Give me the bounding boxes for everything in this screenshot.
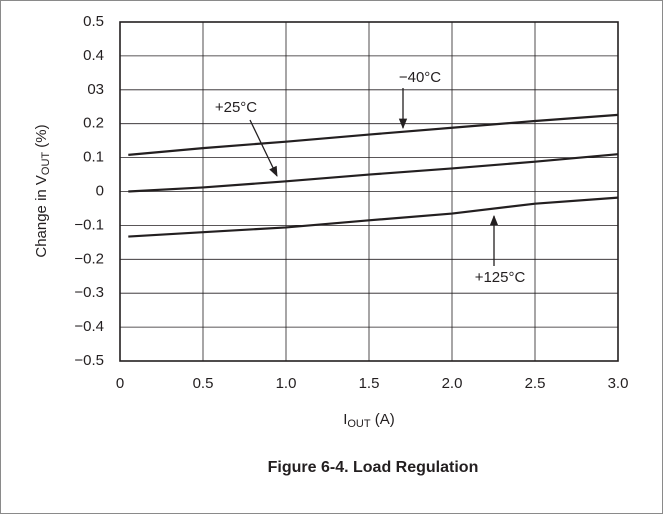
chart-title: Figure 6-4. Load Regulation xyxy=(268,459,479,476)
y-tick-label: 0.1 xyxy=(83,149,104,166)
x-tick-label: 1.5 xyxy=(359,375,380,392)
y-tick-label: 0.2 xyxy=(83,115,104,132)
y-tick-label: −0.1 xyxy=(74,216,104,233)
y-tick-label: 0.5 xyxy=(83,13,104,30)
y-label-sub: OUT xyxy=(40,152,52,176)
x-tick-label: 3.0 xyxy=(608,375,629,392)
x-tick-label: 0 xyxy=(116,375,124,392)
x-label-sub: OUT xyxy=(347,418,371,430)
y-label-main: Change in V xyxy=(33,175,50,258)
x-axis-label: IOUT (A) xyxy=(343,411,395,430)
series-label: +25°C xyxy=(215,99,257,116)
y-tick-label: −0.4 xyxy=(74,318,104,335)
y-label-unit: (%) xyxy=(33,124,50,152)
y-tick-label: −0.2 xyxy=(74,250,104,267)
y-axis-label: Change in VOUT (%) xyxy=(33,124,52,257)
x-label-main: I xyxy=(343,411,347,428)
series-label: −40°C xyxy=(399,69,441,86)
x-tick-label: 0.5 xyxy=(193,375,214,392)
y-tick-label: 0.4 xyxy=(83,47,104,64)
y-tick-label: 0 xyxy=(96,182,104,199)
x-tick-label: 1.0 xyxy=(276,375,297,392)
x-tick-label: 2.5 xyxy=(525,375,546,392)
annotation-arrow xyxy=(249,119,278,177)
series-label: +125°C xyxy=(475,269,526,286)
x-label-unit: (A) xyxy=(371,411,395,428)
y-tick-label: 03 xyxy=(87,81,104,98)
y-tick-label: −0.3 xyxy=(74,284,104,301)
series-line xyxy=(128,153,619,193)
x-tick-label: 2.0 xyxy=(442,375,463,392)
y-tick-label: −0.5 xyxy=(74,352,104,369)
series-line xyxy=(128,196,619,238)
series-line xyxy=(128,113,619,156)
plot-frame xyxy=(119,21,619,362)
